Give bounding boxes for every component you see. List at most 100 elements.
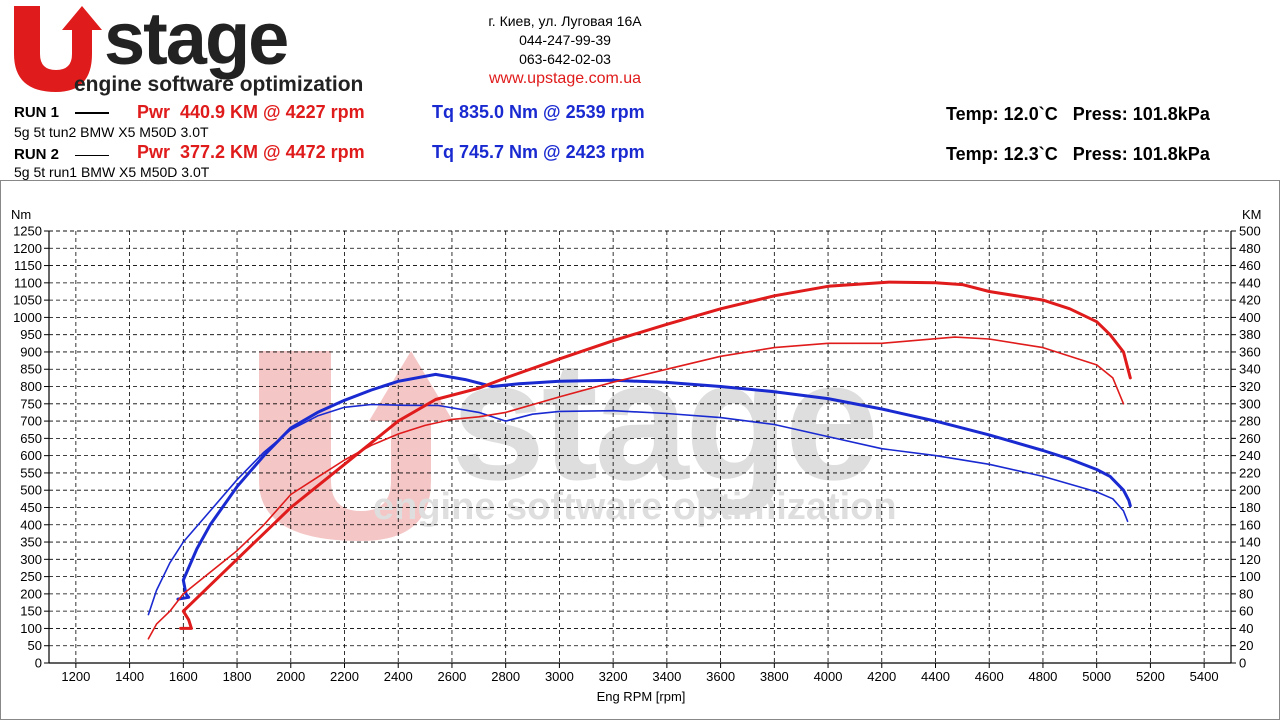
x-tick-label: 5000: [1082, 669, 1111, 684]
y-right-tick-label: 500: [1239, 224, 1261, 239]
y-right-tick-label: 380: [1239, 327, 1261, 342]
y-right-axis-title: KM: [1242, 207, 1262, 222]
y-left-tick-label: 550: [20, 465, 42, 480]
phone-2: 063-642-02-03: [519, 51, 611, 67]
x-tick-label: 5400: [1190, 669, 1219, 684]
logo-wordmark: stage: [104, 2, 287, 80]
series-line-run-1-pwr: [179, 280, 1132, 630]
run-1-power-summary: Pwr 440.9 KM @ 4227 rpm: [137, 102, 365, 122]
x-tick-label: 4200: [867, 669, 896, 684]
y-left-tick-label: 600: [20, 448, 42, 463]
logo-u-shape: [14, 6, 102, 92]
y-right-tick-label: 60: [1239, 604, 1253, 619]
website-link[interactable]: www.upstage.com.ua: [488, 70, 642, 87]
run-1-description: 5g 5t tun2 BMW X5 M50D 3.0T: [14, 124, 209, 140]
x-tick-label: 2200: [330, 669, 359, 684]
y-left-tick-label: 150: [20, 604, 42, 619]
y-right-tick-label: 180: [1239, 500, 1261, 515]
run-2-description: 5g 5t run1 BMW X5 M50D 3.0T: [14, 164, 210, 180]
x-tick-label: 4800: [1028, 669, 1057, 684]
y-left-axis-title: Nm: [11, 207, 31, 222]
phone-1: 044-247-99-39: [519, 32, 611, 48]
upstage-logo: stage engine software optimization: [14, 2, 363, 96]
x-tick-label: 3200: [599, 669, 628, 684]
y-right-tick-label: 140: [1239, 535, 1261, 550]
series-line-run-1-tq: [176, 372, 1132, 601]
y-left-tick-label: 800: [20, 379, 42, 394]
y-right-tick-label: 440: [1239, 275, 1261, 290]
x-tick-label: 2000: [276, 669, 305, 684]
x-tick-label: 4000: [814, 669, 843, 684]
y-right-tick-label: 80: [1239, 586, 1253, 601]
x-tick-label: 3000: [545, 669, 574, 684]
y-right-tick-label: 240: [1239, 448, 1261, 463]
chart-watermark: stage engine software optimization: [259, 326, 897, 541]
y-left-tick-label: 450: [20, 500, 42, 515]
y-right-tick-label: 0: [1239, 656, 1246, 671]
address: г. Киев, ул. Луговая 16А: [488, 13, 642, 29]
x-tick-label: 3400: [652, 669, 681, 684]
y-left-tick-label: 300: [20, 552, 42, 567]
run-1-torque-summary: Tq 835.0 Nm @ 2539 rpm: [432, 102, 645, 122]
y-right-tick-label: 320: [1239, 379, 1261, 394]
contact-block: г. Киев, ул. Луговая 16А 044-247-99-39 0…: [430, 12, 700, 88]
y-right-tick-label: 220: [1239, 465, 1261, 480]
run-1-label: RUN 1: [14, 104, 110, 121]
x-tick-label: 1800: [223, 669, 252, 684]
run-2-power-summary: Pwr 377.2 KM @ 4472 rpm: [137, 142, 365, 162]
y-right-tick-label: 460: [1239, 258, 1261, 273]
run-2-torque-summary: Tq 745.7 Nm @ 2423 rpm: [432, 142, 645, 162]
run-2-conditions: Temp: 12.3`C Press: 101.8kPa: [946, 144, 1210, 165]
x-tick-label: 1600: [169, 669, 198, 684]
run-1-line-sample: [75, 112, 110, 115]
x-tick-label: 3800: [760, 669, 789, 684]
x-tick-label: 2800: [491, 669, 520, 684]
y-left-tick-label: 750: [20, 396, 42, 411]
run-2-line-sample: [75, 154, 110, 156]
y-right-tick-label: 480: [1239, 241, 1261, 256]
y-right-tick-label: 120: [1239, 552, 1261, 567]
dyno-chart: stage engine software optimization 1200 1…: [0, 180, 1280, 720]
x-tick-label: 4400: [921, 669, 950, 684]
y-left-tick-label: 1050: [13, 293, 42, 308]
y-right-tick-label: 20: [1239, 638, 1253, 653]
run-1-conditions: Temp: 12.0`C Press: 101.8kPa: [946, 104, 1210, 125]
y-left-tick-label: 1200: [13, 241, 42, 256]
y-right-tick-label: 340: [1239, 362, 1261, 377]
run-1-label-text: RUN 1: [14, 104, 60, 121]
x-tick-label: 5200: [1136, 669, 1165, 684]
y-left-tick-label: 650: [20, 431, 42, 446]
watermark-tagline: engine software optimization: [373, 486, 897, 528]
y-right-tick-label: 100: [1239, 569, 1261, 584]
dyno-chart-svg: stage engine software optimization 1200 1…: [11, 207, 1262, 704]
run-1-temp: Temp: 12.0`C: [946, 104, 1058, 124]
y-left-tick-label: 250: [20, 569, 42, 584]
x-tick-label: 2400: [384, 669, 413, 684]
y-left-tick-label: 50: [28, 638, 42, 653]
y-right-tick-label: 260: [1239, 431, 1261, 446]
run-1-press: Press: 101.8kPa: [1072, 104, 1210, 124]
y-right-tick-label: 280: [1239, 414, 1261, 429]
logo-tagline: engine software optimization: [74, 73, 363, 96]
x-tick-label: 4600: [975, 669, 1004, 684]
y-left-tick-label: 0: [35, 656, 42, 671]
y-right-tick-label: 360: [1239, 344, 1261, 359]
y-left-tick-label: 500: [20, 483, 42, 498]
y-left-tick-label: 200: [20, 586, 42, 601]
x-tick-label: 2600: [437, 669, 466, 684]
x-tick-label: 1400: [115, 669, 144, 684]
y-right-tick-label: 400: [1239, 310, 1261, 325]
run-2-temp: Temp: 12.3`C: [946, 144, 1058, 164]
series-line-run-2-pwr: [147, 336, 1125, 640]
y-right-tick-label: 40: [1239, 621, 1253, 636]
y-left-tick-label: 700: [20, 414, 42, 429]
y-left-tick-label: 850: [20, 362, 42, 377]
run-2-label-text: RUN 2: [14, 146, 60, 163]
x-tick-label: 3600: [706, 669, 735, 684]
x-axis-title: Eng RPM [rpm]: [597, 689, 686, 704]
y-left-tick-label: 950: [20, 327, 42, 342]
y-right-tick-label: 420: [1239, 293, 1261, 308]
y-left-tick-label: 1250: [13, 224, 42, 239]
run-2-press: Press: 101.8kPa: [1072, 144, 1210, 164]
y-left-tick-label: 1100: [14, 275, 42, 290]
